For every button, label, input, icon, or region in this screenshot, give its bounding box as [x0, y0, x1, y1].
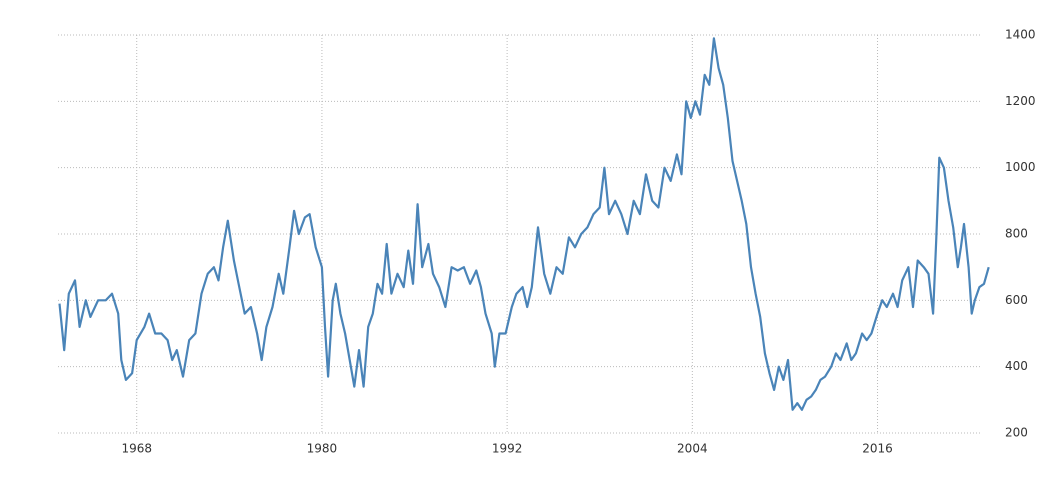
y-tick-label: 800: [1005, 227, 1028, 241]
x-tick-label: 1968: [121, 442, 152, 456]
x-tick-label: 1992: [492, 442, 523, 456]
x-tick-label: 2004: [677, 442, 708, 456]
x-tick-label: 2016: [862, 442, 893, 456]
data-line: [58, 37, 990, 411]
y-tick-label: 1000: [1005, 160, 1036, 174]
y-tick-label: 600: [1005, 293, 1028, 307]
x-tick-label: 1980: [307, 442, 338, 456]
y-tick-label: 1200: [1005, 94, 1036, 108]
y-tick-label: 1400: [1005, 28, 1036, 42]
y-tick-label: 400: [1005, 359, 1028, 373]
y-tick-label: 200: [1005, 426, 1028, 440]
